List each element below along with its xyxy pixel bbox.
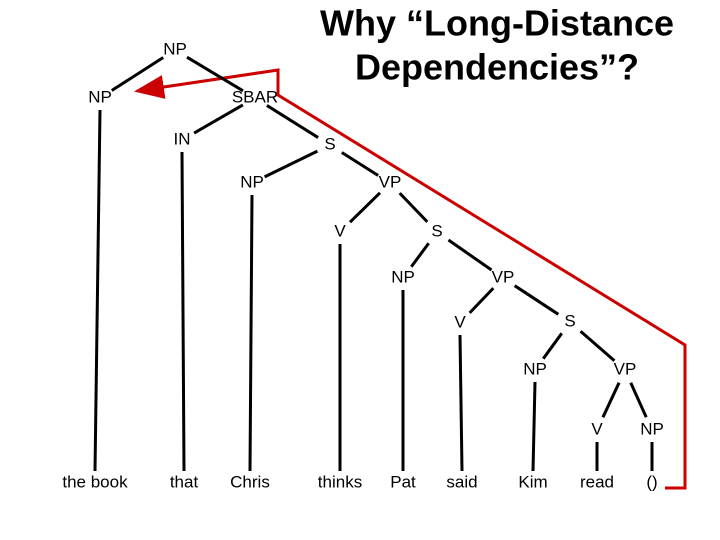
leaf-edge <box>531 381 537 472</box>
tree-edge <box>110 56 165 92</box>
leaf-word: thinks <box>318 472 362 491</box>
tree-edge <box>447 238 493 272</box>
title-line: Why “Long-Distance <box>320 3 674 44</box>
leaf-word: Kim <box>518 472 547 491</box>
tree-node: NP <box>640 419 664 438</box>
tree-node: V <box>334 221 346 240</box>
tree-edge <box>341 151 379 177</box>
tree-node: NP <box>163 39 187 58</box>
tree-edge <box>542 332 563 360</box>
leaf-word: read <box>580 472 614 491</box>
tree-node: VP <box>614 359 637 378</box>
leaf-word: the book <box>62 472 128 491</box>
tree-node: SBAR <box>232 87 278 106</box>
tree-edge <box>601 382 621 418</box>
tree-node: NP <box>88 87 112 106</box>
tree-node: S <box>564 311 575 330</box>
tree-node: NP <box>391 267 415 286</box>
leaf-edge <box>458 334 464 472</box>
tree-edge <box>348 191 382 224</box>
tree-edge <box>410 242 430 268</box>
tree-edge <box>266 104 319 139</box>
leaf-word: Pat <box>390 472 416 491</box>
leaf-word: () <box>646 472 657 491</box>
tree-node: IN <box>174 129 191 148</box>
tree-edge <box>263 149 319 179</box>
tree-edge <box>468 287 495 314</box>
tree-edge <box>629 382 648 418</box>
leaf-word: Chris <box>230 472 270 491</box>
tree-node: V <box>591 419 603 438</box>
tree-edge <box>579 330 616 362</box>
leaf-word: that <box>170 472 199 491</box>
tree-node: V <box>454 312 466 331</box>
tree-node: VP <box>492 267 515 286</box>
movement-arrow <box>134 68 687 490</box>
tree-node: S <box>324 134 335 153</box>
tree-node: S <box>431 221 442 240</box>
tree-edge <box>193 103 244 135</box>
title-line: Dependencies”? <box>355 47 639 88</box>
tree-node: NP <box>240 172 264 191</box>
tree-edge <box>186 55 244 93</box>
leaf-word: said <box>446 472 477 491</box>
leaf-edge <box>93 109 102 472</box>
tree-edge <box>513 284 560 316</box>
tree-node: VP <box>379 172 402 191</box>
leaf-edge <box>180 151 186 472</box>
tree-edge <box>398 192 429 223</box>
tree-node: NP <box>523 359 547 378</box>
leaf-edge <box>248 194 254 472</box>
